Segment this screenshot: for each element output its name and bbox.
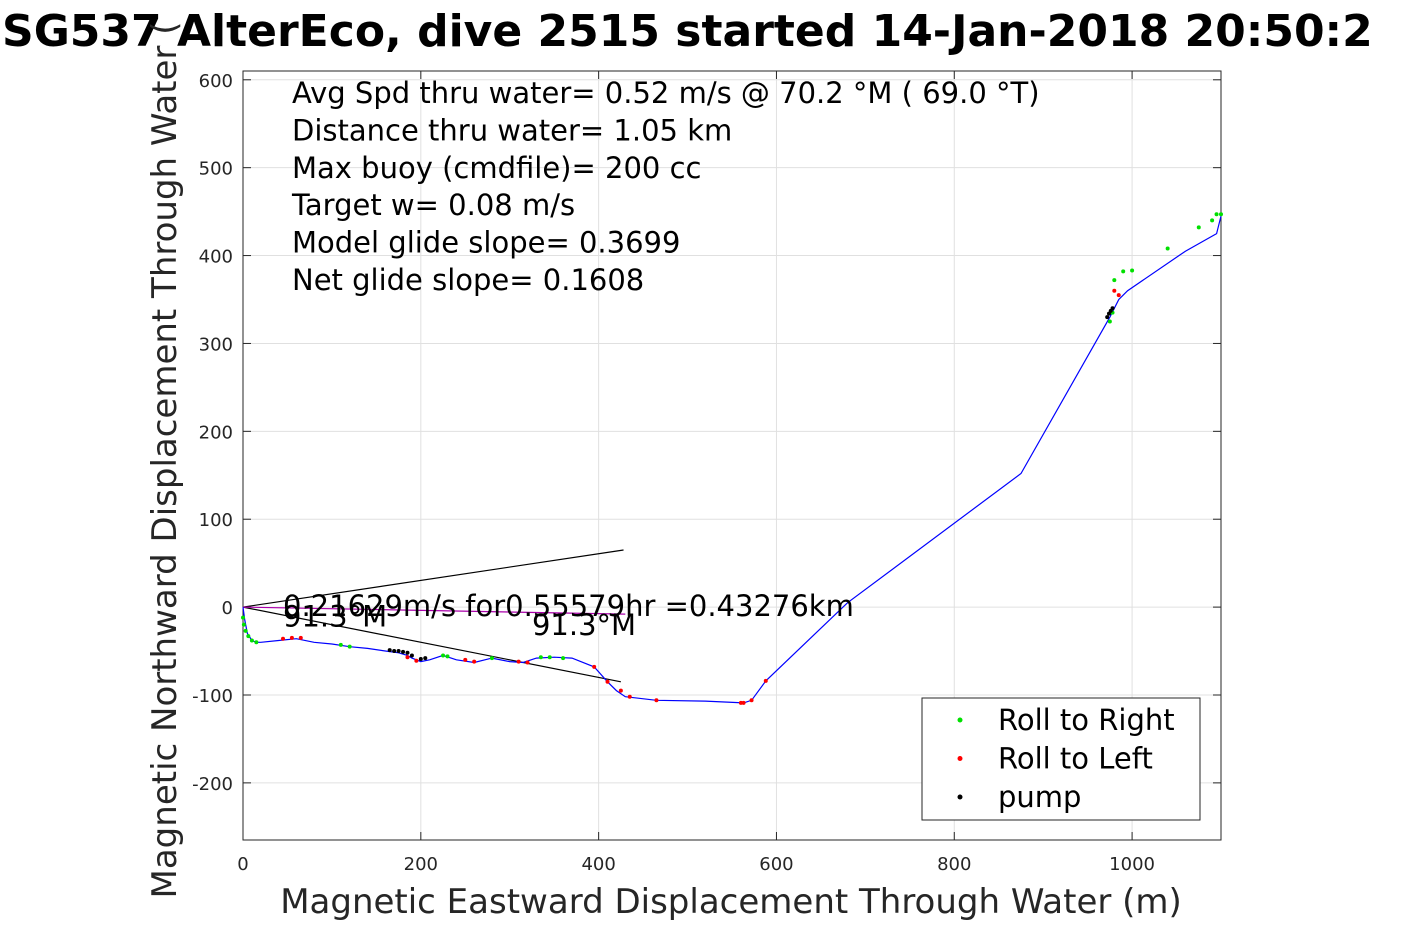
roll-right-point — [347, 644, 352, 649]
pump-point — [401, 649, 406, 654]
roll-right-point — [241, 615, 245, 620]
roll-left-point — [525, 660, 530, 665]
legend-marker — [957, 794, 963, 800]
x-tick-label: 800 — [937, 854, 971, 875]
y-tick-label: 300 — [199, 334, 233, 355]
roll-right-point — [1130, 268, 1135, 273]
roll-right-point — [241, 622, 246, 627]
roll-left-point — [405, 655, 410, 660]
legend-entry: Roll to Left — [998, 742, 1153, 776]
roll-left-point — [618, 688, 623, 693]
roll-right-point — [1121, 269, 1126, 274]
x-tick-label: 1000 — [1109, 854, 1155, 875]
roll-left-point — [749, 698, 754, 703]
grid-lines — [242, 71, 1221, 840]
x-tick-label: 600 — [759, 854, 793, 875]
pump-point — [1105, 315, 1110, 320]
info-line: Net glide slope= 0.1608 — [292, 263, 644, 297]
pump-point — [405, 650, 410, 655]
roll-right-point — [489, 656, 494, 661]
roll-right-point — [249, 638, 254, 643]
segment-annotation: 91.3°M — [283, 599, 387, 633]
roll-right-point — [441, 653, 446, 658]
guide-line — [242, 549, 624, 608]
pump-point — [423, 656, 428, 661]
roll-left-point — [281, 636, 286, 641]
pump-point — [396, 649, 401, 654]
x-tick-label: 400 — [581, 854, 615, 875]
roll-right-point — [1107, 319, 1112, 324]
roll-right-point — [1165, 246, 1170, 251]
roll-left-point — [592, 664, 597, 669]
legend-box — [921, 697, 1201, 821]
track-line — [242, 215, 1222, 704]
y-tick-label: 500 — [199, 159, 233, 180]
guide-lines — [242, 549, 626, 683]
guide-line — [242, 606, 621, 683]
y-tick-label: -200 — [192, 774, 233, 795]
pump-point — [1110, 306, 1115, 311]
roll-left-point — [289, 635, 294, 640]
pump-point — [387, 648, 392, 653]
segment-annotation: 0.21629m/s for0.55579hr =0.43276km — [283, 589, 854, 623]
roll-right-point — [243, 628, 248, 633]
y-tick-label: 0 — [222, 598, 233, 619]
legend-marker — [957, 717, 963, 723]
y-tick-label: 100 — [199, 510, 233, 531]
pump-point — [418, 656, 423, 661]
chart-title: SG537 AlterEco, dive 2515 started 14-Jan… — [2, 6, 1373, 57]
x-tick-label: 0 — [237, 854, 248, 875]
roll-right-point — [254, 640, 259, 645]
dive-info-text: Avg Spd thru water= 0.52 m/s @ 70.2 °M (… — [291, 76, 1040, 297]
roll-right-point — [547, 655, 552, 660]
roll-left-point — [414, 658, 419, 663]
roll-right-point — [1219, 212, 1223, 217]
info-line: Target w= 0.08 m/s — [291, 188, 575, 222]
pump-point — [409, 653, 414, 658]
plot-frame — [242, 70, 1222, 841]
segment-annotations: 0.21629m/s for0.55579hr =0.43276km91.3°M… — [283, 589, 854, 642]
roll-left-point — [463, 657, 468, 662]
roll-right-point — [1214, 212, 1219, 217]
y-tick-label: -100 — [192, 686, 233, 707]
x-tick-label: 200 — [404, 854, 438, 875]
info-line: Avg Spd thru water= 0.52 m/s @ 70.2 °M (… — [292, 76, 1040, 110]
legend: Roll to Right Roll to Left pump — [921, 697, 1201, 821]
segment-annotation: 91.3°M — [532, 608, 636, 642]
roll-left-point — [516, 659, 521, 664]
legend-marker — [957, 756, 963, 761]
y-tick-label: 600 — [199, 71, 233, 92]
info-line: Max buoy (cmdfile)= 200 cc — [292, 151, 701, 185]
info-line: Model glide slope= 0.3699 — [292, 226, 680, 260]
y-axis-label: Magnetic Northward Displacement Through … — [145, 22, 185, 899]
y-tick-label: 200 — [199, 422, 233, 443]
roll-right-point — [1112, 278, 1117, 283]
roll-right-point — [561, 656, 566, 661]
roll-left-point — [1112, 288, 1117, 293]
x-axis-label: Magnetic Eastward Displacement Through W… — [280, 882, 1182, 922]
legend-entry: pump — [998, 780, 1081, 814]
info-line: Distance thru water= 1.05 km — [292, 113, 732, 147]
roll-right-point — [1210, 218, 1215, 223]
roll-left-point — [763, 678, 768, 683]
roll-left-point — [472, 659, 477, 664]
roll-left-point — [627, 694, 632, 699]
pump-point — [392, 649, 397, 654]
roll-left-point — [741, 700, 746, 705]
roll-left-point — [298, 635, 303, 640]
guide-line — [242, 606, 626, 615]
axis-ticks: 0 200 400 600 800 1000 -200 -100 0 100 200 300 400 50… — [192, 71, 1221, 875]
roll-right-point — [445, 654, 450, 659]
roll-right-point — [246, 634, 251, 639]
legend-entry: Roll to Right — [998, 703, 1175, 737]
roll-left-point — [605, 679, 610, 684]
roll-right-point — [1196, 225, 1201, 230]
y-tick-label: 400 — [199, 247, 233, 268]
roll-left-point — [1116, 293, 1121, 298]
track-markers — [241, 212, 1223, 705]
roll-right-point — [338, 642, 343, 647]
roll-left-point — [654, 698, 659, 703]
roll-right-point — [538, 655, 543, 660]
